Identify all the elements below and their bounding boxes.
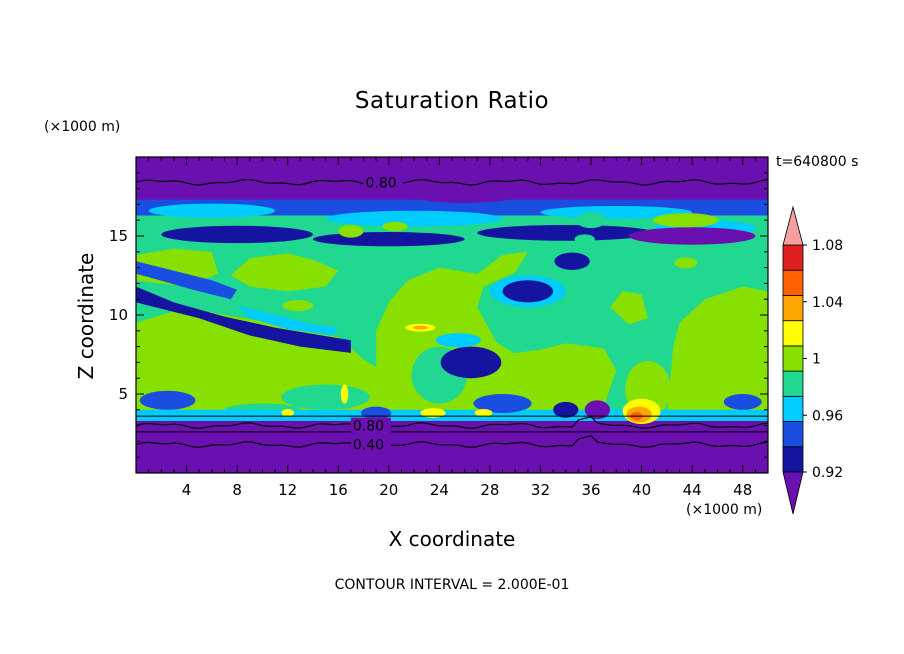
upper-teal-patch (575, 212, 607, 229)
x-tick-label: 32 (531, 481, 550, 499)
colorbar-box (782, 269, 804, 296)
colorbar-min-triangle (782, 471, 804, 515)
colorbar-box (782, 320, 804, 347)
colorbar-tick-label: 0.92 (812, 465, 843, 481)
supersaturated-core (474, 409, 493, 417)
x-tick-label: 4 (182, 481, 192, 499)
x-axis-unit: (×1000 m) (686, 502, 763, 518)
dry-patch (440, 346, 502, 379)
y-axis-label: Z coordinate (74, 252, 98, 380)
colorbar-tick-label: 1.04 (812, 295, 843, 311)
supersaturated-core (340, 384, 349, 404)
colorbar-box (782, 295, 804, 322)
colorbar-tick-label: 1 (812, 352, 821, 368)
upper-navy-patch (554, 252, 590, 270)
x-tick-label: 28 (480, 481, 499, 499)
y-tick-label: 10 (109, 306, 128, 324)
dry-band (136, 261, 238, 300)
supersaturated-core (281, 409, 294, 417)
supersaturated-region (666, 286, 768, 417)
y-tick-label: 15 (109, 227, 128, 245)
contour-interval-note: CONTOUR INTERVAL = 2.000E-01 (334, 577, 570, 593)
upper-cyan-patch (325, 210, 503, 227)
contour-label: 0.80 (366, 175, 397, 191)
near-surface-moist-band (136, 409, 768, 421)
x-axis-label: X coordinate (388, 527, 516, 551)
near-surface-dry-patch (360, 406, 392, 420)
contour-plot-area (136, 157, 768, 473)
contour-label-background (350, 436, 391, 453)
lower-dry-layer (136, 420, 768, 473)
near-surface-dry-patch (584, 400, 610, 420)
time-label: t=640800 s (776, 154, 859, 170)
supersaturated-region (610, 291, 648, 325)
contour-line-0.40 (136, 435, 768, 448)
contour-label-background (350, 417, 391, 434)
upper-purple-patch (414, 190, 516, 203)
supersaturated-region (282, 299, 313, 312)
x-tick-label: 24 (430, 481, 449, 499)
contour-label: 0.80 (353, 419, 384, 435)
x-tick-label: 20 (379, 481, 398, 499)
x-tick-label: 40 (632, 481, 651, 499)
supersaturated-region (477, 321, 617, 413)
colorbar-tick-label: 0.96 (812, 408, 843, 424)
x-tick-label: 8 (232, 481, 242, 499)
near-surface-dry-patch (553, 401, 579, 418)
supersaturated-core (420, 408, 446, 418)
upper-lime-patch (338, 224, 364, 238)
upper-lime-patch (652, 213, 719, 228)
near-surface-dry-patch (723, 394, 762, 410)
x-tick-label: 36 (581, 481, 600, 499)
moist-band (237, 305, 339, 336)
upper-lime-patch (382, 221, 408, 232)
x-tick-label: 16 (329, 481, 348, 499)
colorbar-tick-label: 1.08 (812, 238, 843, 254)
x-tick-label: 44 (683, 481, 702, 499)
moist-patch (435, 333, 482, 348)
upper-teal-patch (574, 234, 595, 244)
dry-band (136, 286, 351, 353)
x-tick-label: 12 (278, 481, 297, 499)
contour-label: 0.40 (353, 438, 384, 454)
colorbar-max-triangle (782, 205, 804, 246)
near-surface-dry-patch (473, 394, 532, 413)
colorbar-box (782, 244, 804, 271)
y-axis-unit: (×1000 m) (44, 119, 121, 135)
dry-patch (502, 280, 554, 303)
contour-line-0.80-upper (136, 178, 768, 186)
colorbar-box (782, 395, 804, 422)
contour-line-labels: 0.80 0.80 0.40 (350, 174, 404, 454)
supersaturated-region (674, 257, 698, 269)
colorbar-box (782, 446, 804, 473)
chart-title: Saturation Ratio (354, 88, 550, 114)
upper-cyan-patch (148, 203, 276, 218)
moist-patch (281, 384, 370, 410)
supersaturated-region (230, 253, 339, 292)
colorbar: 1.08 1.04 1 0.96 0.92 (782, 205, 843, 515)
near-surface-dry-patch (139, 390, 196, 410)
y-tick-label: 5 (118, 385, 128, 403)
contour-line-0.80-lower (136, 416, 768, 429)
supersaturated-core (412, 325, 428, 330)
upper-purple-patch (628, 227, 756, 245)
contour-label-background (363, 174, 404, 191)
upper-cyan-patch (540, 205, 693, 219)
upper-navy-patch (161, 225, 313, 244)
x-tick-label: 48 (733, 481, 752, 499)
upper-navy-patch (477, 224, 655, 241)
colorbar-box (782, 345, 804, 372)
upper-navy-patch (312, 232, 465, 247)
colorbar-box (782, 421, 804, 448)
colorbar-box (782, 370, 804, 397)
